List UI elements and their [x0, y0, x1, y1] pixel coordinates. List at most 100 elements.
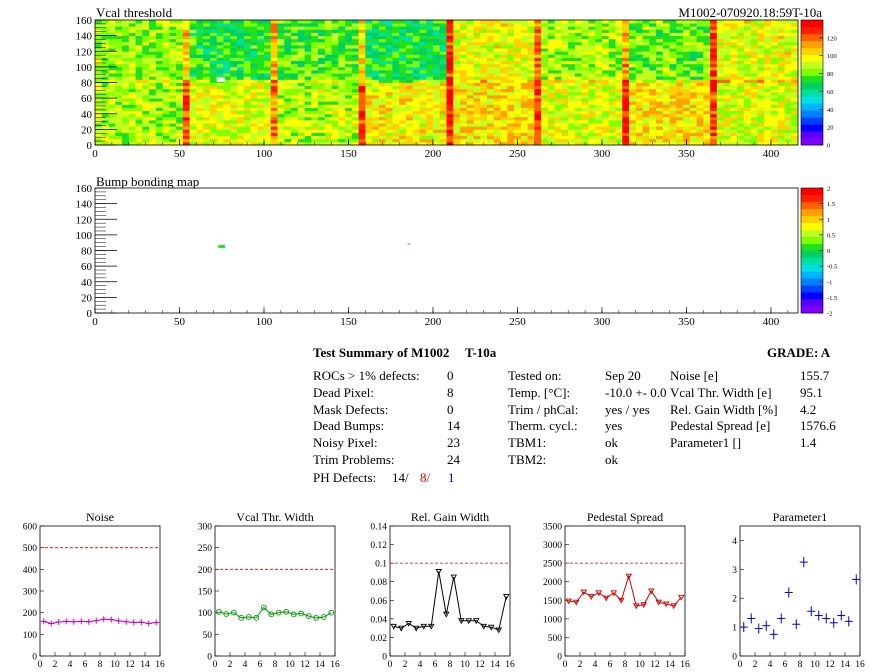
map-cell [500, 104, 508, 108]
map-cell [155, 101, 163, 105]
map-cell [642, 48, 650, 52]
map-cell [493, 76, 501, 80]
map-cell [439, 35, 447, 40]
map-cell [392, 110, 400, 115]
map-cell [338, 104, 346, 108]
map-cell [480, 41, 488, 46]
map-cell [601, 120, 610, 124]
map-cell [696, 120, 704, 124]
map-cell [743, 98, 752, 102]
map-cell [358, 70, 366, 74]
map-cell [324, 41, 332, 46]
map-cell [209, 54, 218, 58]
map-cell [480, 91, 488, 96]
map-cell [730, 57, 738, 62]
map-cell [176, 132, 184, 137]
map-cell [257, 63, 265, 68]
map-cell [419, 104, 427, 108]
map-cell [635, 138, 643, 143]
map-cell [710, 51, 718, 55]
map-cell [196, 91, 204, 96]
map-cell [588, 26, 596, 30]
map-cell [419, 66, 427, 71]
condition-value: ok [605, 435, 618, 451]
map-cell [277, 35, 285, 40]
map-cell [250, 45, 258, 49]
map-cell [541, 60, 549, 65]
map-cell [108, 104, 116, 108]
map-cell [622, 82, 630, 87]
map-cell [689, 116, 698, 121]
map-cell [372, 26, 380, 30]
map-cell [662, 35, 670, 40]
map-cell [723, 101, 731, 105]
map-cell [689, 23, 698, 27]
map-cell [405, 54, 414, 58]
map-cell [318, 57, 326, 62]
y-tick-label: 0.08 [370, 578, 387, 588]
map-cell [122, 110, 130, 115]
map-cell [473, 23, 481, 27]
map-cell [446, 138, 454, 143]
map-cell [270, 38, 278, 43]
map-cell [527, 82, 535, 87]
map-cell [743, 138, 752, 143]
map-cell [696, 88, 704, 93]
map-cell [669, 76, 677, 80]
map-cell [629, 123, 637, 127]
x-tick-label: 50 [174, 316, 186, 328]
map-cell [270, 98, 278, 102]
map-cell [291, 66, 299, 71]
map-cell [568, 129, 576, 133]
map-cell [142, 63, 150, 68]
map-cell [155, 132, 163, 137]
map-cell [487, 54, 495, 58]
map-cell [142, 54, 150, 58]
map-cell [568, 35, 576, 40]
map-cell [392, 116, 400, 121]
map-cell [378, 98, 387, 102]
map-cell [392, 73, 400, 77]
map-cell [770, 48, 779, 52]
map-cell [203, 116, 211, 121]
map-cell [284, 135, 292, 140]
map-cell [683, 101, 691, 105]
data-point [283, 608, 290, 615]
map-cell [122, 32, 130, 37]
map-cell [162, 48, 170, 52]
map-cell [108, 132, 116, 137]
map-cell [635, 73, 643, 77]
map-cell [399, 138, 407, 143]
map-cell [446, 20, 454, 24]
map-cell [500, 123, 508, 127]
map-cell [689, 57, 698, 62]
map-cell [703, 38, 711, 43]
map-cell [683, 29, 691, 33]
map-cell [791, 135, 799, 140]
map-cell [358, 138, 366, 143]
map-cell [770, 20, 779, 24]
map-cell [534, 35, 542, 40]
y-tick-label: 0.14 [370, 523, 387, 533]
map-cell [216, 54, 224, 58]
map-cell [480, 135, 488, 140]
map-cell [284, 113, 292, 118]
map-cell [615, 85, 623, 90]
map-cell [764, 60, 772, 65]
map-cell [196, 38, 204, 43]
map-cell [453, 113, 461, 118]
map-cell [588, 66, 596, 71]
map-cell [601, 23, 610, 27]
map-cell [122, 45, 130, 49]
map-cell [703, 91, 711, 96]
map-cell [500, 32, 508, 37]
map-cell [446, 54, 454, 58]
map-cell [385, 26, 393, 30]
map-cell [635, 98, 643, 102]
map-cell [514, 66, 522, 71]
palette-tick-label: 100 [827, 53, 837, 60]
map-cell [480, 51, 488, 55]
map-cell [155, 141, 163, 146]
map-cell [473, 85, 481, 90]
map-cell [608, 123, 616, 127]
